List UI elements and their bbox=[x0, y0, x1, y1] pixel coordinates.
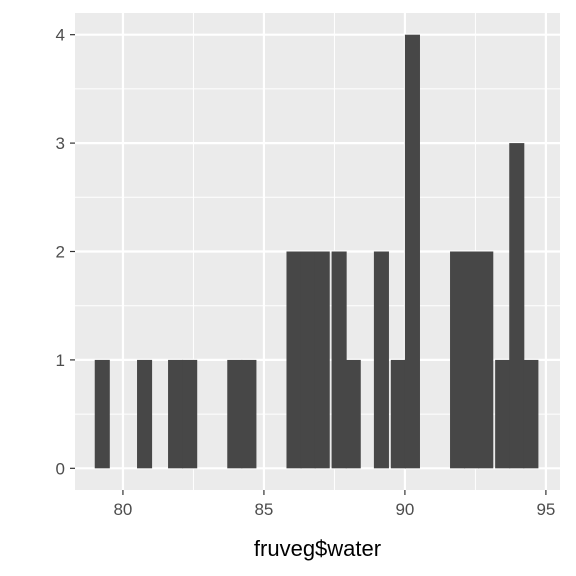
histogram-bar bbox=[227, 359, 243, 469]
y-tick-label: 1 bbox=[56, 351, 65, 370]
histogram-bar bbox=[94, 359, 110, 469]
histogram-bar bbox=[137, 359, 153, 469]
x-axis: 80 85 90 95 bbox=[113, 490, 555, 519]
histogram-bar bbox=[182, 359, 198, 469]
histogram-bars bbox=[94, 34, 539, 469]
y-tick-label: 3 bbox=[56, 134, 65, 153]
histogram-bar bbox=[523, 359, 539, 469]
histogram-bar bbox=[509, 143, 525, 469]
histogram-bar bbox=[300, 251, 316, 469]
histogram-bar bbox=[495, 359, 511, 469]
histogram-bar bbox=[168, 359, 184, 469]
y-tick-label: 0 bbox=[56, 459, 65, 478]
histogram-bar bbox=[345, 359, 361, 469]
y-tick-label: 2 bbox=[56, 243, 65, 262]
histogram-bar bbox=[286, 251, 302, 469]
histogram-bar bbox=[390, 359, 406, 469]
histogram-bar bbox=[331, 251, 347, 469]
x-tick-label: 95 bbox=[536, 500, 555, 519]
x-tick-label: 90 bbox=[395, 500, 414, 519]
histogram-bar bbox=[241, 359, 257, 469]
y-axis: 0 1 2 3 4 bbox=[56, 26, 75, 478]
x-axis-title: fruveg$water bbox=[254, 536, 381, 561]
histogram-bar bbox=[450, 251, 466, 469]
x-tick-label: 80 bbox=[113, 500, 132, 519]
histogram-bar bbox=[314, 251, 330, 469]
histogram-bar bbox=[464, 251, 480, 469]
histogram-bar bbox=[478, 251, 494, 469]
histogram-bar bbox=[373, 251, 389, 469]
y-tick-label: 4 bbox=[56, 26, 65, 45]
histogram-bar bbox=[404, 34, 420, 469]
x-tick-label: 85 bbox=[254, 500, 273, 519]
